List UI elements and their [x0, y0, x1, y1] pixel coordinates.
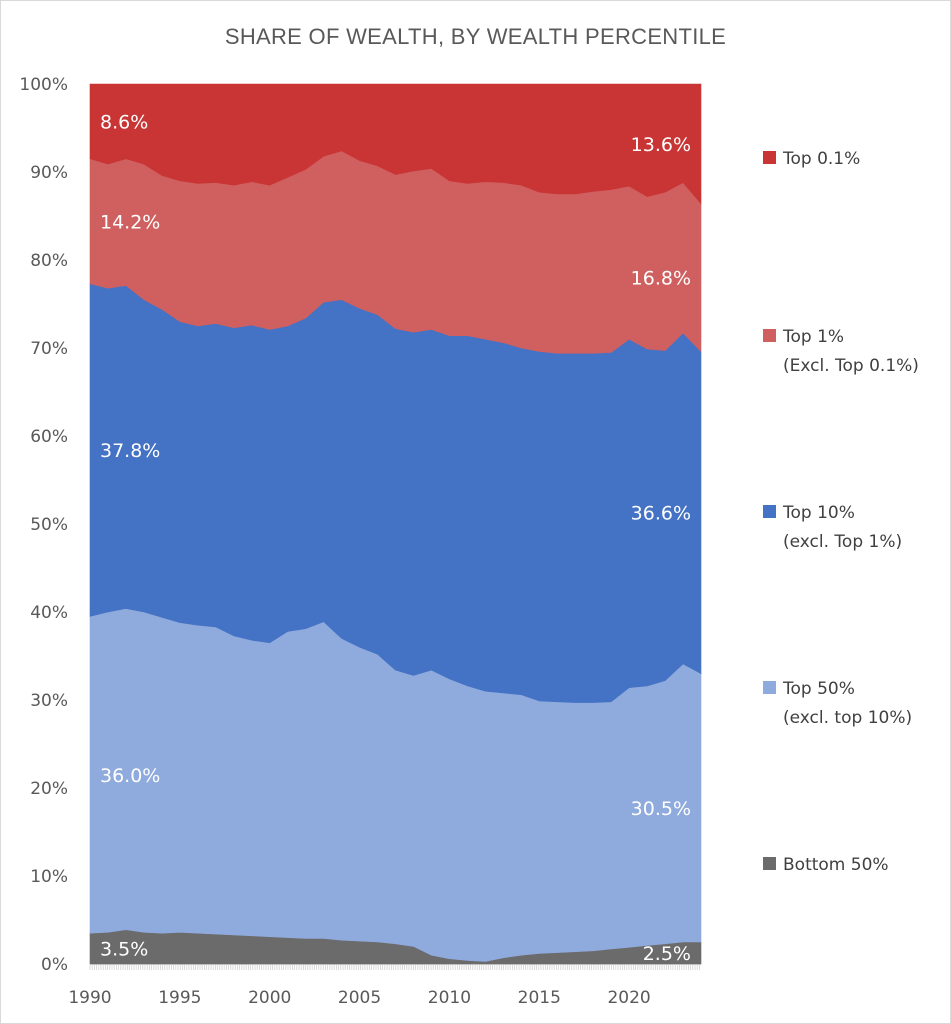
- y-tick-label: 40%: [30, 603, 68, 623]
- data-label-top-0-1-end: 13.6%: [631, 134, 691, 156]
- y-tick-label: 20%: [30, 779, 68, 799]
- data-label-bottom-50-end: 2.5%: [643, 943, 691, 965]
- y-tick-label: 70%: [30, 339, 68, 359]
- data-label-top-10-start: 37.8%: [100, 440, 160, 462]
- data-label-top-1-start: 14.2%: [100, 211, 160, 233]
- legend-label: Top 10%: [782, 503, 855, 523]
- legend-sublabel: (Excl. Top 0.1%): [783, 356, 919, 376]
- area-layer: [89, 83, 702, 965]
- legend-item-top-1: Top 1% (Excl. Top 0.1%): [763, 327, 919, 376]
- y-tick-label: 0%: [41, 955, 68, 975]
- x-tick-label: 2020: [607, 988, 650, 1008]
- legend-item-bottom-50: Bottom 50%: [763, 855, 889, 875]
- data-label-top-1-end: 16.8%: [631, 268, 691, 290]
- y-tick-label: 10%: [30, 867, 68, 887]
- area-top-0-1: [89, 83, 702, 205]
- legend-swatch: [763, 681, 776, 694]
- y-tick-label: 60%: [30, 427, 68, 447]
- legend-swatch: [763, 857, 776, 870]
- data-label-top-0-1-start: 8.6%: [100, 111, 148, 133]
- legend-sublabel: (excl. top 10%): [783, 708, 912, 728]
- legend-item-top-0-1: Top 0.1%: [763, 149, 860, 169]
- chart-title: SHARE OF WEALTH, BY WEALTH PERCENTILE: [224, 24, 727, 49]
- legend: Top 0.1% Top 1% (Excl. Top 0.1%) Top 10% (ex…: [763, 149, 919, 875]
- legend-swatch: [763, 505, 776, 518]
- y-tick-label: 50%: [30, 515, 68, 535]
- data-label-top-10-end: 36.6%: [631, 503, 691, 525]
- x-axis-minor-ticks: [89, 965, 700, 970]
- legend-label: Top 1%: [782, 327, 844, 347]
- y-tick-label: 100%: [19, 75, 68, 95]
- x-tick-label: 2015: [518, 988, 561, 1008]
- legend-label: Top 50%: [782, 679, 855, 699]
- legend-item-top-10: Top 10% (excl. Top 1%): [763, 503, 902, 552]
- legend-swatch: [763, 151, 776, 164]
- data-label-top-50-end: 30.5%: [631, 798, 691, 820]
- x-tick-label: 2005: [338, 988, 381, 1008]
- y-tick-label: 90%: [30, 163, 68, 183]
- data-label-top-50-start: 36.0%: [100, 765, 160, 787]
- legend-swatch: [763, 329, 776, 342]
- x-tick-label: 1990: [68, 988, 111, 1008]
- legend-sublabel: (excl. Top 1%): [783, 532, 902, 552]
- y-tick-label: 30%: [30, 691, 68, 711]
- legend-label: Bottom 50%: [783, 855, 889, 875]
- y-tick-label: 80%: [30, 251, 68, 271]
- legend-label: Top 0.1%: [782, 149, 860, 169]
- legend-item-top-50: Top 50% (excl. top 10%): [763, 679, 912, 728]
- data-label-layer: 3.5% 36.0% 37.8% 14.2% 8.6% 2.5% 30.5% 36.6% 16.…: [100, 111, 691, 965]
- data-label-bottom-50-start: 3.5%: [100, 939, 148, 961]
- x-tick-label: 2010: [428, 988, 471, 1008]
- x-tick-label: 1995: [158, 988, 201, 1008]
- axes-layer: 0% 10% 20% 30% 40% 50% 60% 70% 80% 90% 100% 1990 199…: [19, 75, 701, 1008]
- x-tick-label: 2000: [248, 988, 291, 1008]
